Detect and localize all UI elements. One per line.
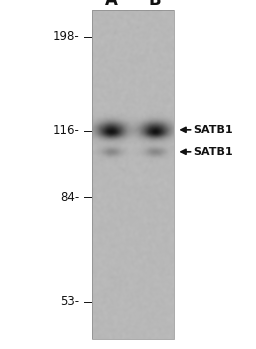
Text: 84-: 84- (60, 191, 79, 204)
Text: 53-: 53- (60, 295, 79, 309)
Text: 198-: 198- (53, 30, 79, 43)
Text: SATB1: SATB1 (193, 125, 233, 135)
Bar (92, 10, 174, 339)
Text: 116-: 116- (52, 124, 79, 138)
Text: A: A (105, 0, 118, 9)
Text: SATB1: SATB1 (193, 147, 233, 157)
Text: B: B (148, 0, 161, 9)
